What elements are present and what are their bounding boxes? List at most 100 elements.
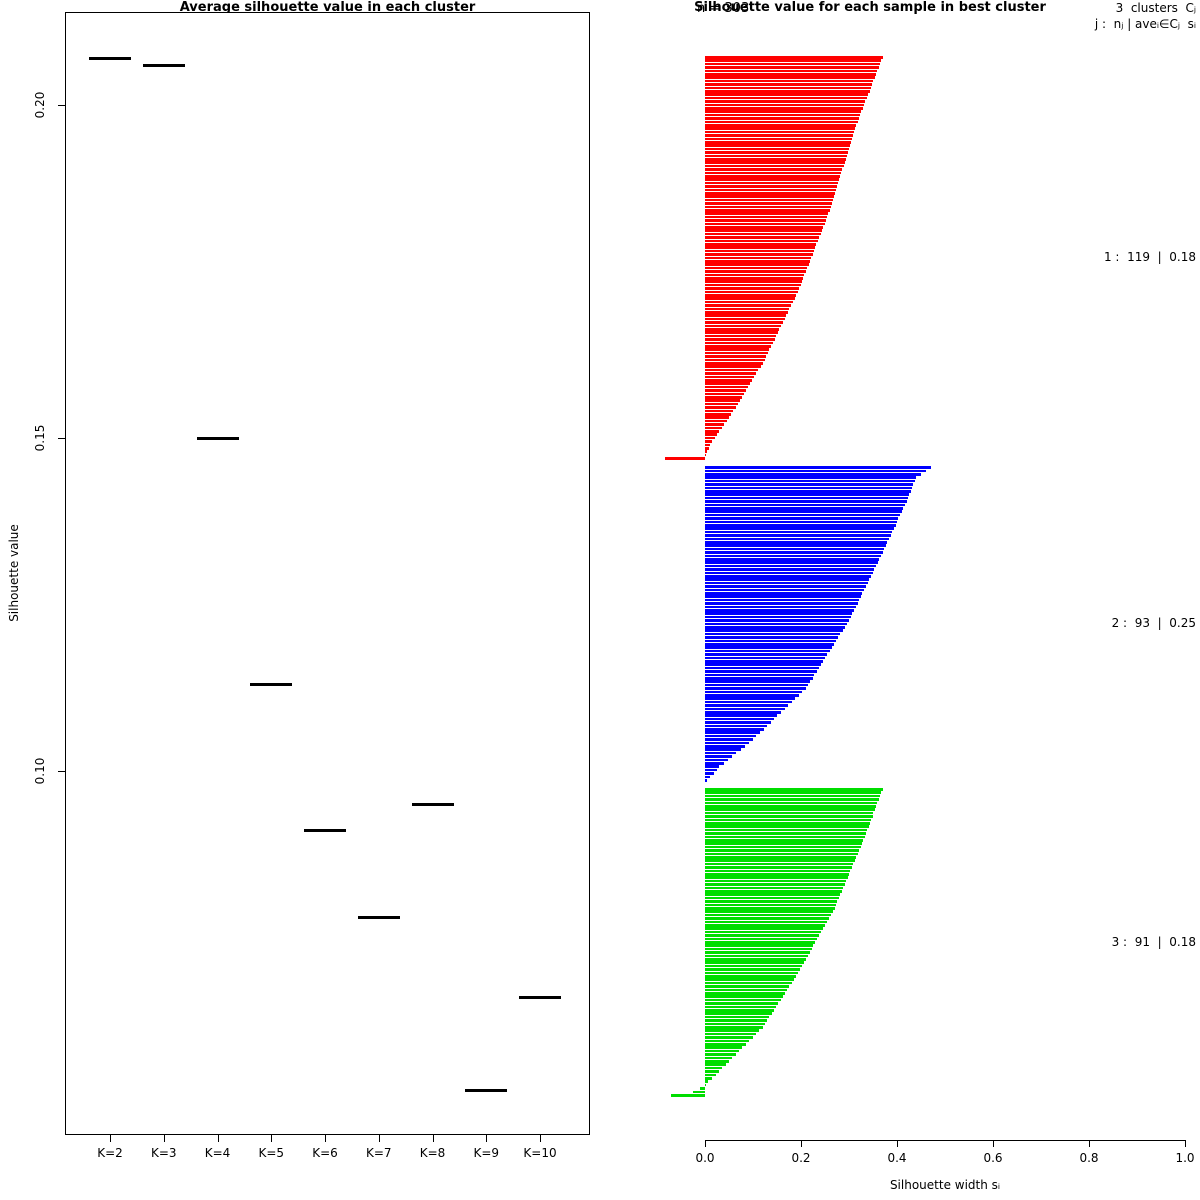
silhouette-bar	[705, 62, 881, 66]
left-chart-title: Average silhouette value in each cluster	[179, 0, 476, 15]
silhouette-bar	[705, 490, 911, 493]
silhouette-bar	[705, 711, 782, 714]
silhouette-bar	[705, 856, 857, 859]
right-x-axis	[705, 1140, 1186, 1141]
cluster-summary-label: 2 : 93 | 0.25	[1111, 616, 1196, 631]
silhouette-bar	[705, 825, 869, 828]
silhouette-bar	[705, 663, 822, 666]
left-y-tick	[58, 104, 65, 106]
silhouette-bar	[705, 110, 862, 113]
silhouette-bar	[705, 283, 801, 287]
silhouette-bar	[705, 300, 793, 304]
silhouette-bar	[705, 941, 816, 944]
silhouette-bar	[705, 564, 876, 568]
silhouette-bar	[705, 297, 795, 300]
left-x-tick	[163, 1135, 165, 1142]
left-x-tick	[110, 1135, 111, 1142]
silhouette-bar	[705, 1063, 726, 1066]
silhouette-bar	[705, 243, 817, 246]
left-y-tick-label: 0.10	[33, 757, 47, 785]
silhouette-bar	[705, 392, 744, 396]
silhouette-bar	[705, 646, 832, 649]
left-plot-area	[65, 12, 590, 1135]
silhouette-bar	[705, 842, 862, 845]
silhouette-bar	[705, 1043, 746, 1046]
silhouette-bar	[705, 453, 706, 457]
silhouette-bar	[705, 805, 877, 808]
silhouette-bar	[705, 768, 717, 772]
avg-silhouette-marker	[357, 916, 400, 920]
left-x-tick	[217, 1135, 219, 1142]
silhouette-bar	[705, 772, 714, 775]
silhouette-bar	[705, 473, 921, 476]
silhouette-bar	[705, 981, 792, 985]
silhouette-bar	[705, 707, 785, 711]
silhouette-bar	[705, 988, 788, 992]
silhouette-bar	[671, 1094, 705, 1097]
silhouette-bar	[705, 798, 879, 801]
silhouette-bar	[705, 660, 824, 663]
silhouette-bar	[705, 59, 882, 62]
silhouette-bar	[705, 666, 819, 670]
silhouette-bar	[705, 862, 854, 866]
silhouette-bar	[705, 598, 860, 602]
silhouette-bar	[705, 239, 818, 243]
silhouette-bar	[705, 571, 873, 575]
silhouette-bar	[705, 479, 915, 483]
silhouette-bar	[705, 622, 848, 626]
silhouette-bar	[705, 595, 861, 598]
silhouette-bar	[705, 365, 761, 368]
silhouette-bar	[705, 328, 780, 331]
silhouette-bar	[705, 927, 824, 930]
silhouette-bar	[705, 745, 745, 748]
silhouette-bar	[705, 775, 711, 779]
right-x-tick-label: 0.6	[983, 1151, 1003, 1165]
silhouette-bar	[705, 510, 902, 513]
silhouette-bar	[705, 558, 880, 561]
silhouette-bar	[705, 612, 853, 615]
right-x-tick	[801, 1141, 802, 1147]
silhouette-bar	[705, 503, 906, 507]
silhouette-bar	[705, 575, 872, 578]
left-x-tick-label: K=9	[473, 1146, 500, 1160]
silhouette-bar	[705, 266, 808, 270]
silhouette-bar	[705, 423, 725, 426]
silhouette-bar	[705, 581, 868, 585]
silhouette-bar	[705, 141, 851, 144]
silhouette-bar	[705, 69, 878, 73]
avg-silhouette-marker	[196, 436, 239, 440]
silhouette-bar	[705, 151, 848, 154]
left-x-tick	[486, 1135, 488, 1142]
silhouette-bar	[705, 920, 827, 924]
silhouette-bar	[705, 389, 746, 392]
silhouette-bar	[705, 433, 717, 436]
silhouette-bar	[705, 1036, 753, 1039]
cluster-count-annotation: 3 clusters Cⱼ	[1115, 1, 1196, 15]
right-x-tick	[897, 1141, 898, 1147]
silhouette-bar	[705, 896, 839, 900]
silhouette-bar	[705, 507, 904, 510]
silhouette-bar	[705, 1053, 736, 1056]
silhouette-bar	[705, 811, 874, 815]
avg-silhouette-marker	[142, 63, 185, 67]
cluster-summary-label: 3 : 91 | 0.18	[1111, 934, 1196, 949]
silhouette-bar	[705, 307, 790, 311]
silhouette-bar	[705, 209, 830, 212]
silhouette-bar	[705, 212, 829, 215]
silhouette-bar	[705, 748, 741, 751]
silhouette-bar	[705, 765, 720, 768]
silhouette-bar	[705, 226, 824, 229]
right-x-tick-label: 1.0	[1175, 1151, 1195, 1165]
left-y-tick	[58, 770, 65, 772]
silhouette-bar	[705, 368, 759, 372]
avg-silhouette-marker	[411, 802, 454, 806]
silhouette-bar	[705, 794, 881, 798]
silhouette-bar	[705, 547, 885, 551]
silhouette-bar	[705, 808, 875, 811]
silhouette-bar	[705, 1009, 775, 1012]
silhouette-bar	[705, 83, 873, 86]
silhouette-bar	[705, 345, 772, 348]
silhouette-bar	[705, 832, 866, 835]
silhouette-bar	[705, 280, 802, 283]
left-x-tick	[540, 1135, 541, 1142]
